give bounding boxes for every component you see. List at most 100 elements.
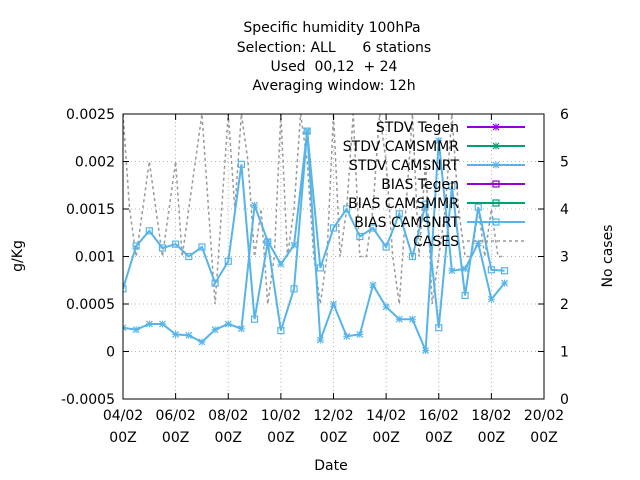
data-point	[330, 300, 337, 308]
data-point	[435, 324, 443, 332]
data-point	[316, 336, 324, 344]
y2-tick-label: 0	[560, 392, 569, 408]
data-point	[132, 242, 140, 250]
x-tick-label-date: 04/02	[103, 408, 143, 424]
data-point	[277, 260, 285, 268]
x-tick-label-date: 10/02	[261, 408, 301, 424]
x-axis-label: Date	[314, 458, 347, 474]
series-cases	[123, 114, 505, 305]
data-point	[145, 320, 153, 328]
y-tick-label: 0.002	[75, 155, 115, 171]
legend-marker	[492, 180, 500, 188]
data-point	[382, 243, 390, 251]
data-point	[356, 232, 364, 241]
data-point	[185, 252, 193, 261]
title-line-1: Specific humidity 100hPa	[243, 20, 420, 36]
data-point	[303, 127, 311, 135]
series-stdv-camsnrt	[123, 127, 509, 355]
data-point	[264, 238, 272, 246]
data-point	[408, 315, 416, 323]
y-tick-label: 0	[106, 345, 115, 361]
legend-marker	[492, 199, 500, 207]
x-tick-label-date: 12/02	[313, 408, 353, 424]
x-tick-label-time: 00Z	[320, 430, 347, 446]
chart-title: Specific humidity 100hPa Selection: ALL …	[237, 20, 431, 94]
data-point	[172, 330, 180, 338]
data-point	[395, 315, 403, 323]
x-tick-label-date: 20/02	[524, 408, 564, 424]
y-tick-label: 0.0005	[66, 297, 115, 313]
data-point	[422, 347, 430, 355]
data-point	[237, 160, 246, 168]
data-point	[461, 291, 469, 300]
data-point	[382, 303, 390, 311]
series-line	[123, 131, 505, 331]
x-tick-label-time: 00Z	[372, 430, 399, 446]
series-line	[123, 114, 505, 305]
data-point	[343, 332, 351, 340]
data-point	[290, 285, 298, 293]
data-point	[474, 203, 482, 211]
data-point	[316, 264, 324, 272]
x-tick-label-date: 06/02	[155, 408, 195, 424]
y2-tick-label: 6	[560, 107, 569, 123]
marker-stroke	[123, 326, 127, 332]
legend-label: BIAS CAMSMMR	[348, 196, 459, 212]
data-point	[132, 326, 140, 334]
data-point	[211, 279, 219, 287]
legend-marker	[492, 218, 500, 226]
legend-label: STDV CAMSNRT	[349, 158, 460, 174]
legend-entry-stdv-camsnrt: STDV CAMSNRT	[349, 158, 525, 174]
data-point	[369, 224, 377, 232]
title-line-2: Selection: ALL 6 stations	[237, 40, 431, 56]
x-tick-label-time: 00Z	[109, 430, 136, 446]
data-point	[408, 252, 417, 261]
data-point	[448, 267, 456, 275]
legend-entry-bias-tegen: BIAS Tegen	[381, 177, 525, 193]
data-point	[198, 338, 206, 346]
data-point	[145, 227, 153, 235]
legend-entry-stdv-tegen: STDV Tegen	[376, 120, 525, 136]
y-tick-label: 0.0025	[66, 107, 115, 123]
y2-tick-label: 2	[560, 297, 569, 313]
legend-label: STDV Tegen	[376, 120, 459, 136]
legend: STDV Tegen STDV CAMSMMR STDV CAMSNRT BIAS T…	[343, 120, 525, 250]
series-layer	[123, 114, 509, 355]
data-point	[343, 205, 351, 213]
data-point	[158, 320, 166, 328]
x-tick-label-time: 00Z	[425, 430, 452, 446]
data-point	[501, 279, 509, 287]
data-point	[500, 267, 509, 275]
legend-marker	[492, 123, 500, 131]
data-point	[290, 241, 298, 249]
legend-label: CASES	[413, 234, 459, 250]
data-point	[250, 315, 259, 323]
data-point	[224, 257, 232, 265]
data-point	[211, 326, 219, 334]
title-line-4: Averaging window: 12h	[252, 78, 415, 94]
title-line-3: Used 00,12 + 24	[271, 59, 398, 75]
y-tick-label: 0.001	[75, 250, 115, 266]
data-point	[123, 324, 127, 332]
data-point	[369, 281, 377, 289]
data-point	[158, 244, 167, 252]
data-point	[421, 200, 430, 208]
x-tick-label-time: 00Z	[530, 430, 557, 446]
data-point	[277, 327, 285, 335]
legend-label: STDV CAMSMMR	[343, 139, 459, 155]
data-point	[487, 266, 495, 274]
y2-tick-label: 5	[560, 155, 569, 171]
data-point	[224, 320, 232, 328]
y-tick-label: -0.0005	[61, 392, 115, 408]
series-bias-camsnrt	[123, 127, 509, 335]
data-point	[237, 325, 245, 333]
data-point	[435, 137, 443, 145]
data-point	[487, 295, 495, 303]
data-point	[356, 330, 364, 338]
data-point	[329, 224, 338, 232]
data-point	[172, 240, 180, 248]
y2-tick-label: 3	[560, 250, 569, 266]
legend-marker	[492, 161, 500, 169]
marker-stroke	[123, 324, 127, 329]
y-tick-label: 0.0015	[66, 202, 115, 218]
